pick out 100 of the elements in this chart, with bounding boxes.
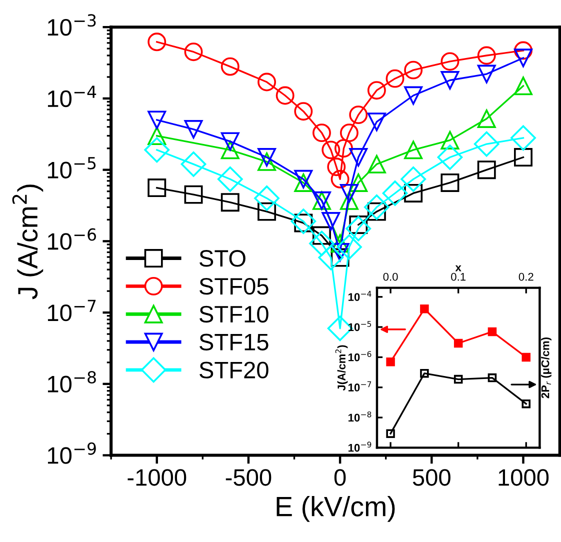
point <box>477 46 496 65</box>
legend-label: STF05 <box>200 278 268 295</box>
x-tick-label: 0 <box>334 469 346 486</box>
y-tick-label: 10$^{−7}$ <box>348 381 372 392</box>
point <box>184 42 203 62</box>
y-axis-title: J (A/cm$^{2}$) <box>12 184 44 300</box>
x-tick-label: 0.2 <box>518 272 534 281</box>
point <box>220 57 240 76</box>
point <box>367 81 386 100</box>
point <box>294 173 313 192</box>
y-tick-label: 10$^{−9}$ <box>348 442 372 452</box>
point <box>180 151 206 177</box>
point <box>404 86 423 105</box>
point <box>510 125 536 151</box>
point <box>454 338 463 348</box>
point <box>220 140 240 160</box>
point <box>340 184 358 202</box>
point <box>148 126 166 146</box>
point <box>258 72 276 92</box>
point <box>254 186 280 211</box>
point <box>318 244 344 270</box>
x-tick-label: 0.1 <box>451 272 466 281</box>
y-tick-label: 10$^{−6}$ <box>348 351 372 362</box>
y-tick-label: 10$^{−4}$ <box>348 290 372 301</box>
point <box>514 48 532 68</box>
legend-label: STF15 <box>200 334 268 351</box>
point <box>346 216 372 242</box>
point <box>322 140 340 160</box>
x-tick-label: 1000 <box>498 469 549 486</box>
point <box>386 69 404 88</box>
point <box>322 212 340 231</box>
legend-label: STO <box>200 250 246 267</box>
point <box>488 373 497 382</box>
point <box>386 429 395 438</box>
point <box>437 144 463 170</box>
point <box>349 173 368 192</box>
point <box>340 191 358 210</box>
point <box>349 106 368 124</box>
point <box>148 32 166 52</box>
point <box>404 184 423 202</box>
point <box>340 124 358 142</box>
x-tick-label: 0.0 <box>383 272 398 281</box>
point <box>400 166 426 192</box>
point <box>184 120 203 139</box>
point <box>514 76 532 96</box>
point <box>330 170 350 188</box>
point <box>522 399 530 408</box>
point <box>258 152 276 171</box>
y-tick-label: 10$^{−4}$ <box>48 86 96 108</box>
point <box>290 208 316 234</box>
point <box>488 327 497 336</box>
point <box>309 230 334 256</box>
y-tick-label: 10$^{−8}$ <box>48 370 96 393</box>
point <box>514 41 532 60</box>
point <box>440 173 460 192</box>
x-tick-label: -1000 <box>128 469 186 486</box>
point <box>440 130 460 150</box>
point <box>327 158 346 176</box>
y-tick-label: 10$^{−9}$ <box>48 442 96 464</box>
x-tick-label: -500 <box>226 469 272 486</box>
point <box>294 102 313 121</box>
point <box>440 52 460 71</box>
point <box>420 368 429 378</box>
point <box>294 170 313 188</box>
y-tick-label: 10$^{−7}$ <box>48 300 96 322</box>
point <box>334 139 353 158</box>
y-axis-title: J(A/cm$^{2}$) <box>335 345 348 391</box>
point <box>312 124 331 142</box>
point <box>440 71 460 90</box>
point <box>474 131 500 157</box>
point <box>514 148 532 166</box>
point <box>144 137 170 163</box>
point <box>404 140 423 160</box>
point <box>477 109 496 128</box>
point <box>477 64 496 84</box>
point <box>522 352 530 362</box>
point <box>404 60 423 80</box>
point <box>454 374 463 384</box>
point <box>148 110 166 130</box>
point <box>148 178 166 198</box>
y-tick-label: 10$^{−5}$ <box>48 157 96 178</box>
point <box>220 132 240 151</box>
legend-label: STF20 <box>200 362 268 378</box>
point <box>276 86 294 105</box>
point <box>336 234 362 260</box>
point <box>477 160 496 180</box>
point <box>364 194 390 220</box>
point <box>217 166 243 192</box>
point <box>258 202 276 221</box>
point <box>184 185 203 204</box>
y-tick-label: 10$^{−3}$ <box>48 14 96 36</box>
x-tick-label: 500 <box>412 469 450 486</box>
point <box>382 180 408 206</box>
point <box>367 112 386 132</box>
point <box>220 193 240 212</box>
legend-label: STF10 <box>200 306 268 323</box>
y-tick-label: 10$^{−8}$ <box>348 411 372 422</box>
point <box>349 148 368 166</box>
point <box>386 358 395 366</box>
x-axis-title: x <box>455 265 462 272</box>
